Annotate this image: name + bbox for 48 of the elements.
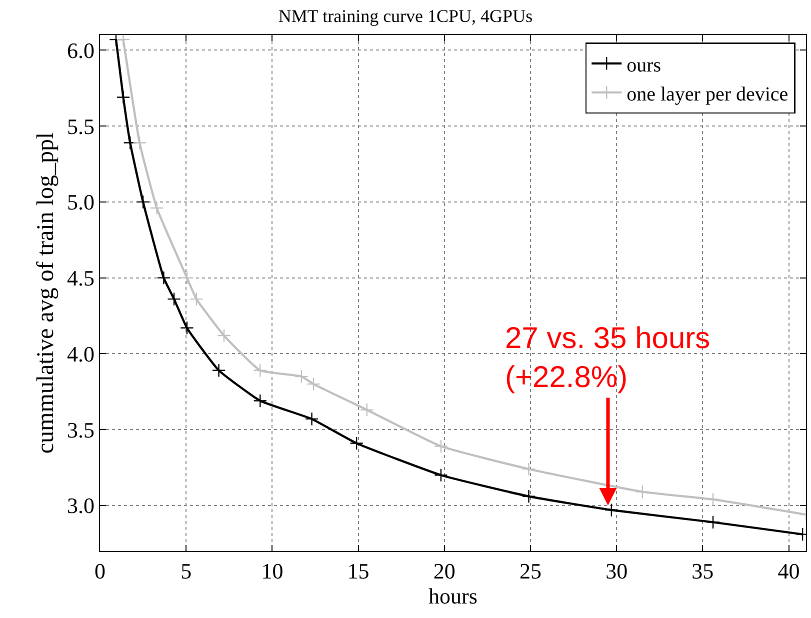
point — [706, 515, 720, 530]
point — [434, 468, 448, 482]
point — [150, 201, 164, 215]
y-tick-label: 4.0 — [67, 341, 94, 366]
x-tick-label: 30 — [606, 558, 628, 584]
annotation: 27 vs. 35 hours (+22.8%) — [505, 322, 710, 394]
x-axis-title: hours — [428, 584, 478, 608]
x-tick-label: 0 — [94, 558, 106, 584]
y-tick-label: 4.5 — [67, 266, 94, 291]
point — [604, 503, 618, 517]
point — [253, 394, 268, 408]
point — [306, 377, 320, 391]
x-tick-label: 25 — [519, 558, 542, 584]
x-tick-label: 5 — [180, 558, 192, 584]
y-tick-label: 3.5 — [67, 417, 94, 442]
y-axis-title: cummulative avg of train log_ppl — [33, 132, 60, 454]
point — [706, 492, 720, 506]
point — [434, 439, 448, 454]
point — [190, 292, 204, 306]
point — [136, 195, 150, 209]
point — [116, 35, 130, 46]
x-tick-label: 15 — [347, 558, 370, 584]
x-tick-label: 10 — [261, 558, 284, 584]
point — [180, 321, 194, 335]
chart-title: NMT training curve 1CPU, 4GPUs — [278, 6, 533, 26]
x-tick-label: 20 — [433, 558, 456, 584]
point — [522, 462, 536, 476]
point — [294, 370, 308, 384]
point — [156, 270, 171, 285]
y-tick-label: 3.0 — [67, 493, 94, 518]
point — [167, 292, 181, 306]
point — [180, 270, 194, 285]
point — [522, 489, 536, 504]
point — [304, 412, 319, 426]
point — [217, 328, 231, 342]
y-tick-label: 5.0 — [67, 190, 94, 215]
y-tick-label: 5.5 — [67, 114, 94, 139]
point — [116, 90, 130, 104]
legend-label: one layer per device — [626, 83, 788, 106]
x-tick-label: 40 — [778, 558, 800, 584]
point — [212, 364, 226, 378]
point — [132, 136, 146, 150]
point — [360, 402, 374, 417]
point — [253, 364, 268, 378]
y-tick-label: 6.0 — [67, 38, 94, 63]
x-tick-label: 35 — [692, 558, 714, 584]
point — [350, 436, 364, 450]
legend-label: ours — [626, 54, 662, 76]
